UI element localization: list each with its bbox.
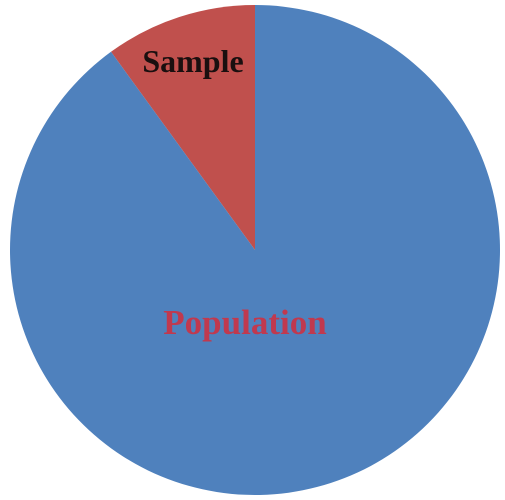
pie-slice-sample: [110, 5, 255, 250]
pie-slice-population: [10, 5, 501, 495]
pie-label-population: Population: [163, 303, 326, 342]
pie-label-sample: Sample: [142, 43, 243, 79]
